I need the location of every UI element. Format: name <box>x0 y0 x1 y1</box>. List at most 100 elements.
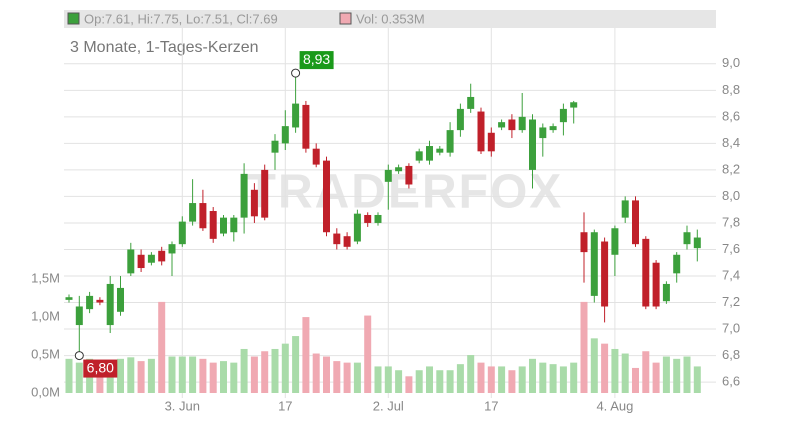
volume-bar <box>75 362 83 393</box>
candle-body <box>683 232 691 245</box>
volume-bar <box>611 348 619 393</box>
volume-bar <box>642 351 650 393</box>
candle-body <box>117 287 124 312</box>
watermark: TRADERFOX <box>247 166 564 219</box>
candle-body <box>220 217 227 234</box>
candle-body <box>539 127 547 139</box>
volume-bar <box>312 353 320 393</box>
y-tick-label: 8,2 <box>722 161 740 176</box>
max-label: 8,93 <box>303 51 330 67</box>
candle-body <box>86 295 94 310</box>
volume-bar <box>364 315 372 393</box>
y-tick-label: 6,8 <box>722 347 740 362</box>
volume-bar <box>199 358 207 393</box>
volume-bar <box>518 366 526 393</box>
y2-tick-label: 1,0M <box>31 309 60 324</box>
volume-bar <box>673 358 681 393</box>
y-tick-label: 9,0 <box>722 55 740 70</box>
volume-bar <box>250 356 258 393</box>
legend-bar <box>64 10 716 28</box>
candle-body <box>168 244 176 254</box>
candle-body <box>374 214 382 223</box>
volume-bar <box>158 301 166 393</box>
candle-body <box>580 232 588 253</box>
volume-bar <box>374 366 382 393</box>
volume-bar <box>384 366 392 393</box>
y-tick-label: 7,4 <box>722 267 740 282</box>
volume-bar <box>147 358 155 393</box>
candle-body <box>426 146 433 161</box>
volume-bar <box>343 362 351 393</box>
volume-bar <box>529 358 536 393</box>
candle-body <box>477 111 485 152</box>
candle-body <box>250 189 258 217</box>
volume-bar <box>353 362 361 393</box>
candle-body <box>147 254 155 263</box>
candle-body <box>65 297 73 300</box>
candle-body <box>75 306 83 326</box>
candle-body <box>559 108 567 123</box>
y2-tick-label: 1,5M <box>31 271 60 286</box>
volume-bar <box>426 366 433 393</box>
subtitle: 3 Monate, 1-Tages-Kerzen <box>70 39 259 56</box>
volume-bar <box>590 338 598 393</box>
candle-body <box>662 283 670 302</box>
candle-body <box>529 119 536 170</box>
y-tick-label: 8,8 <box>722 82 740 97</box>
volume-bar <box>477 362 485 393</box>
volume-bar <box>261 351 269 393</box>
candle-body <box>178 221 186 245</box>
x-tick-label: 17 <box>278 398 292 413</box>
watermark-group: TRADERFOX <box>247 166 564 219</box>
volume-bar <box>127 357 135 393</box>
candle-body <box>137 254 145 269</box>
candle-body <box>549 126 557 131</box>
volume-bar <box>601 343 609 393</box>
min-label-box <box>83 359 118 378</box>
candle-body <box>621 200 629 218</box>
candle-body <box>436 148 444 153</box>
candle-body <box>106 283 114 326</box>
candle-body <box>601 241 609 307</box>
volume-bar <box>570 362 578 393</box>
legend-swatch <box>339 12 352 25</box>
volume-bar <box>652 362 660 393</box>
candle-body <box>281 126 289 144</box>
volume-bar <box>137 361 145 393</box>
candle-body <box>199 203 207 229</box>
legend-price: Op:7.61, Hi:7.75, Lo:7.51, Cl:7.69 <box>84 11 278 26</box>
candle-body <box>240 173 248 218</box>
min-label: 6,80 <box>87 359 114 375</box>
candle-body <box>632 200 639 245</box>
candle-body <box>590 232 598 296</box>
candle-body <box>446 130 454 153</box>
candle-body <box>570 102 578 108</box>
y-tick-label: 7,2 <box>722 294 740 309</box>
volume-bar <box>662 356 670 393</box>
volume-bar <box>446 370 454 393</box>
candle-body <box>642 238 650 307</box>
candle-body <box>384 169 392 182</box>
volume-bar <box>178 356 186 393</box>
volume-bar <box>240 348 248 393</box>
candle-body <box>456 108 464 131</box>
y2-tick-label: 0,0M <box>31 384 60 399</box>
volume-bar <box>580 301 588 393</box>
candle-body <box>189 203 197 222</box>
candle-body <box>395 167 403 172</box>
volume-bar <box>632 367 639 393</box>
volume-bar <box>621 353 629 393</box>
volume-bar <box>292 336 300 393</box>
candle-body <box>209 211 217 239</box>
candle-body <box>158 250 166 262</box>
candle-body <box>508 119 516 131</box>
candle-body <box>127 249 135 274</box>
candle-body <box>343 236 351 247</box>
volume-bar <box>539 362 547 393</box>
volume-bar <box>220 361 227 393</box>
candle-body <box>312 148 320 165</box>
y-tick-label: 8,0 <box>722 188 740 203</box>
volume-bar <box>323 356 330 393</box>
